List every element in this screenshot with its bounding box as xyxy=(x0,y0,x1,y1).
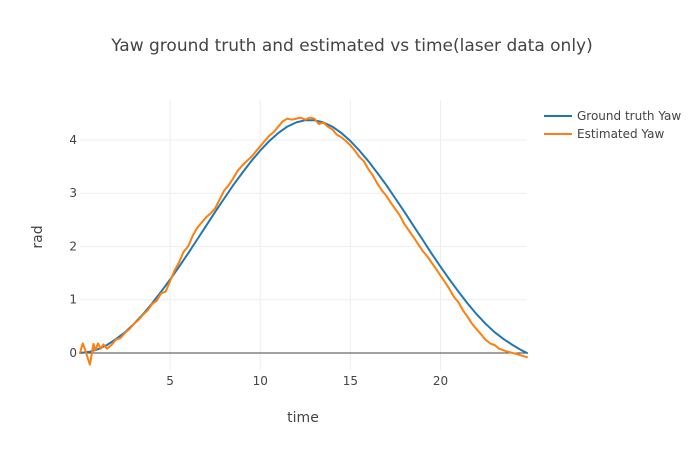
legend-label: Ground truth Yaw xyxy=(577,109,681,123)
legend-item[interactable]: Ground truth Yaw xyxy=(544,109,681,123)
y-tick-label: 3 xyxy=(69,186,77,200)
x-tick-label: 15 xyxy=(343,374,358,388)
y-tick-label: 0 xyxy=(69,346,77,360)
legend[interactable]: Ground truth Yaw Estimated Yaw xyxy=(544,109,681,141)
y-tick-label: 4 xyxy=(69,133,77,147)
x-tick-label: 20 xyxy=(433,374,448,388)
x-tick-label: 10 xyxy=(253,374,268,388)
series-line-ground-truth-yaw[interactable] xyxy=(79,119,528,354)
legend-label: Estimated Yaw xyxy=(577,127,664,141)
x-axis-title: time xyxy=(287,410,319,426)
gridlines xyxy=(80,100,527,370)
plot-area xyxy=(79,116,528,366)
x-tick-label: 5 xyxy=(166,374,174,388)
y-axis-title: rad xyxy=(30,225,46,248)
axis-ticks: 5 10 15 20 0 1 2 3 4 xyxy=(69,133,448,388)
chart-title: Yaw ground truth and estimated vs time(l… xyxy=(110,36,592,56)
y-tick-label: 1 xyxy=(69,293,77,307)
legend-item[interactable]: Estimated Yaw xyxy=(544,127,664,141)
y-tick-label: 2 xyxy=(69,239,77,253)
series-line-estimated-yaw[interactable] xyxy=(79,116,528,366)
